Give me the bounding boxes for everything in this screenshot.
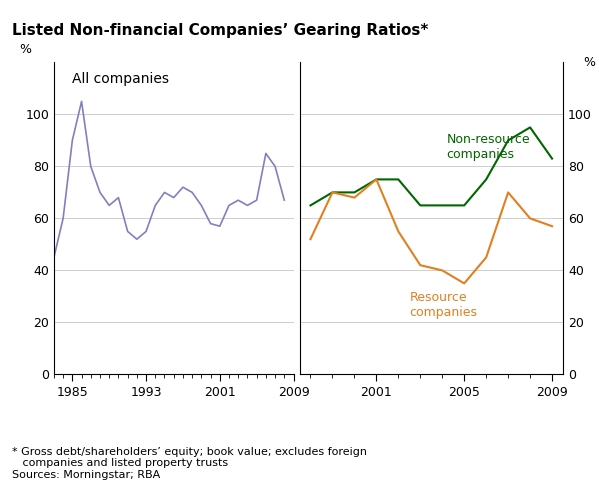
Y-axis label: %: % bbox=[583, 56, 595, 69]
Text: Listed Non-financial Companies’ Gearing Ratios*: Listed Non-financial Companies’ Gearing … bbox=[12, 24, 428, 38]
Text: * Gross debt/shareholders’ equity; book value; excludes foreign
   companies and: * Gross debt/shareholders’ equity; book … bbox=[12, 447, 367, 480]
Text: Resource
companies: Resource companies bbox=[409, 291, 477, 319]
Text: All companies: All companies bbox=[72, 72, 170, 86]
Text: Non-resource
companies: Non-resource companies bbox=[447, 132, 530, 161]
Y-axis label: %: % bbox=[19, 43, 31, 56]
